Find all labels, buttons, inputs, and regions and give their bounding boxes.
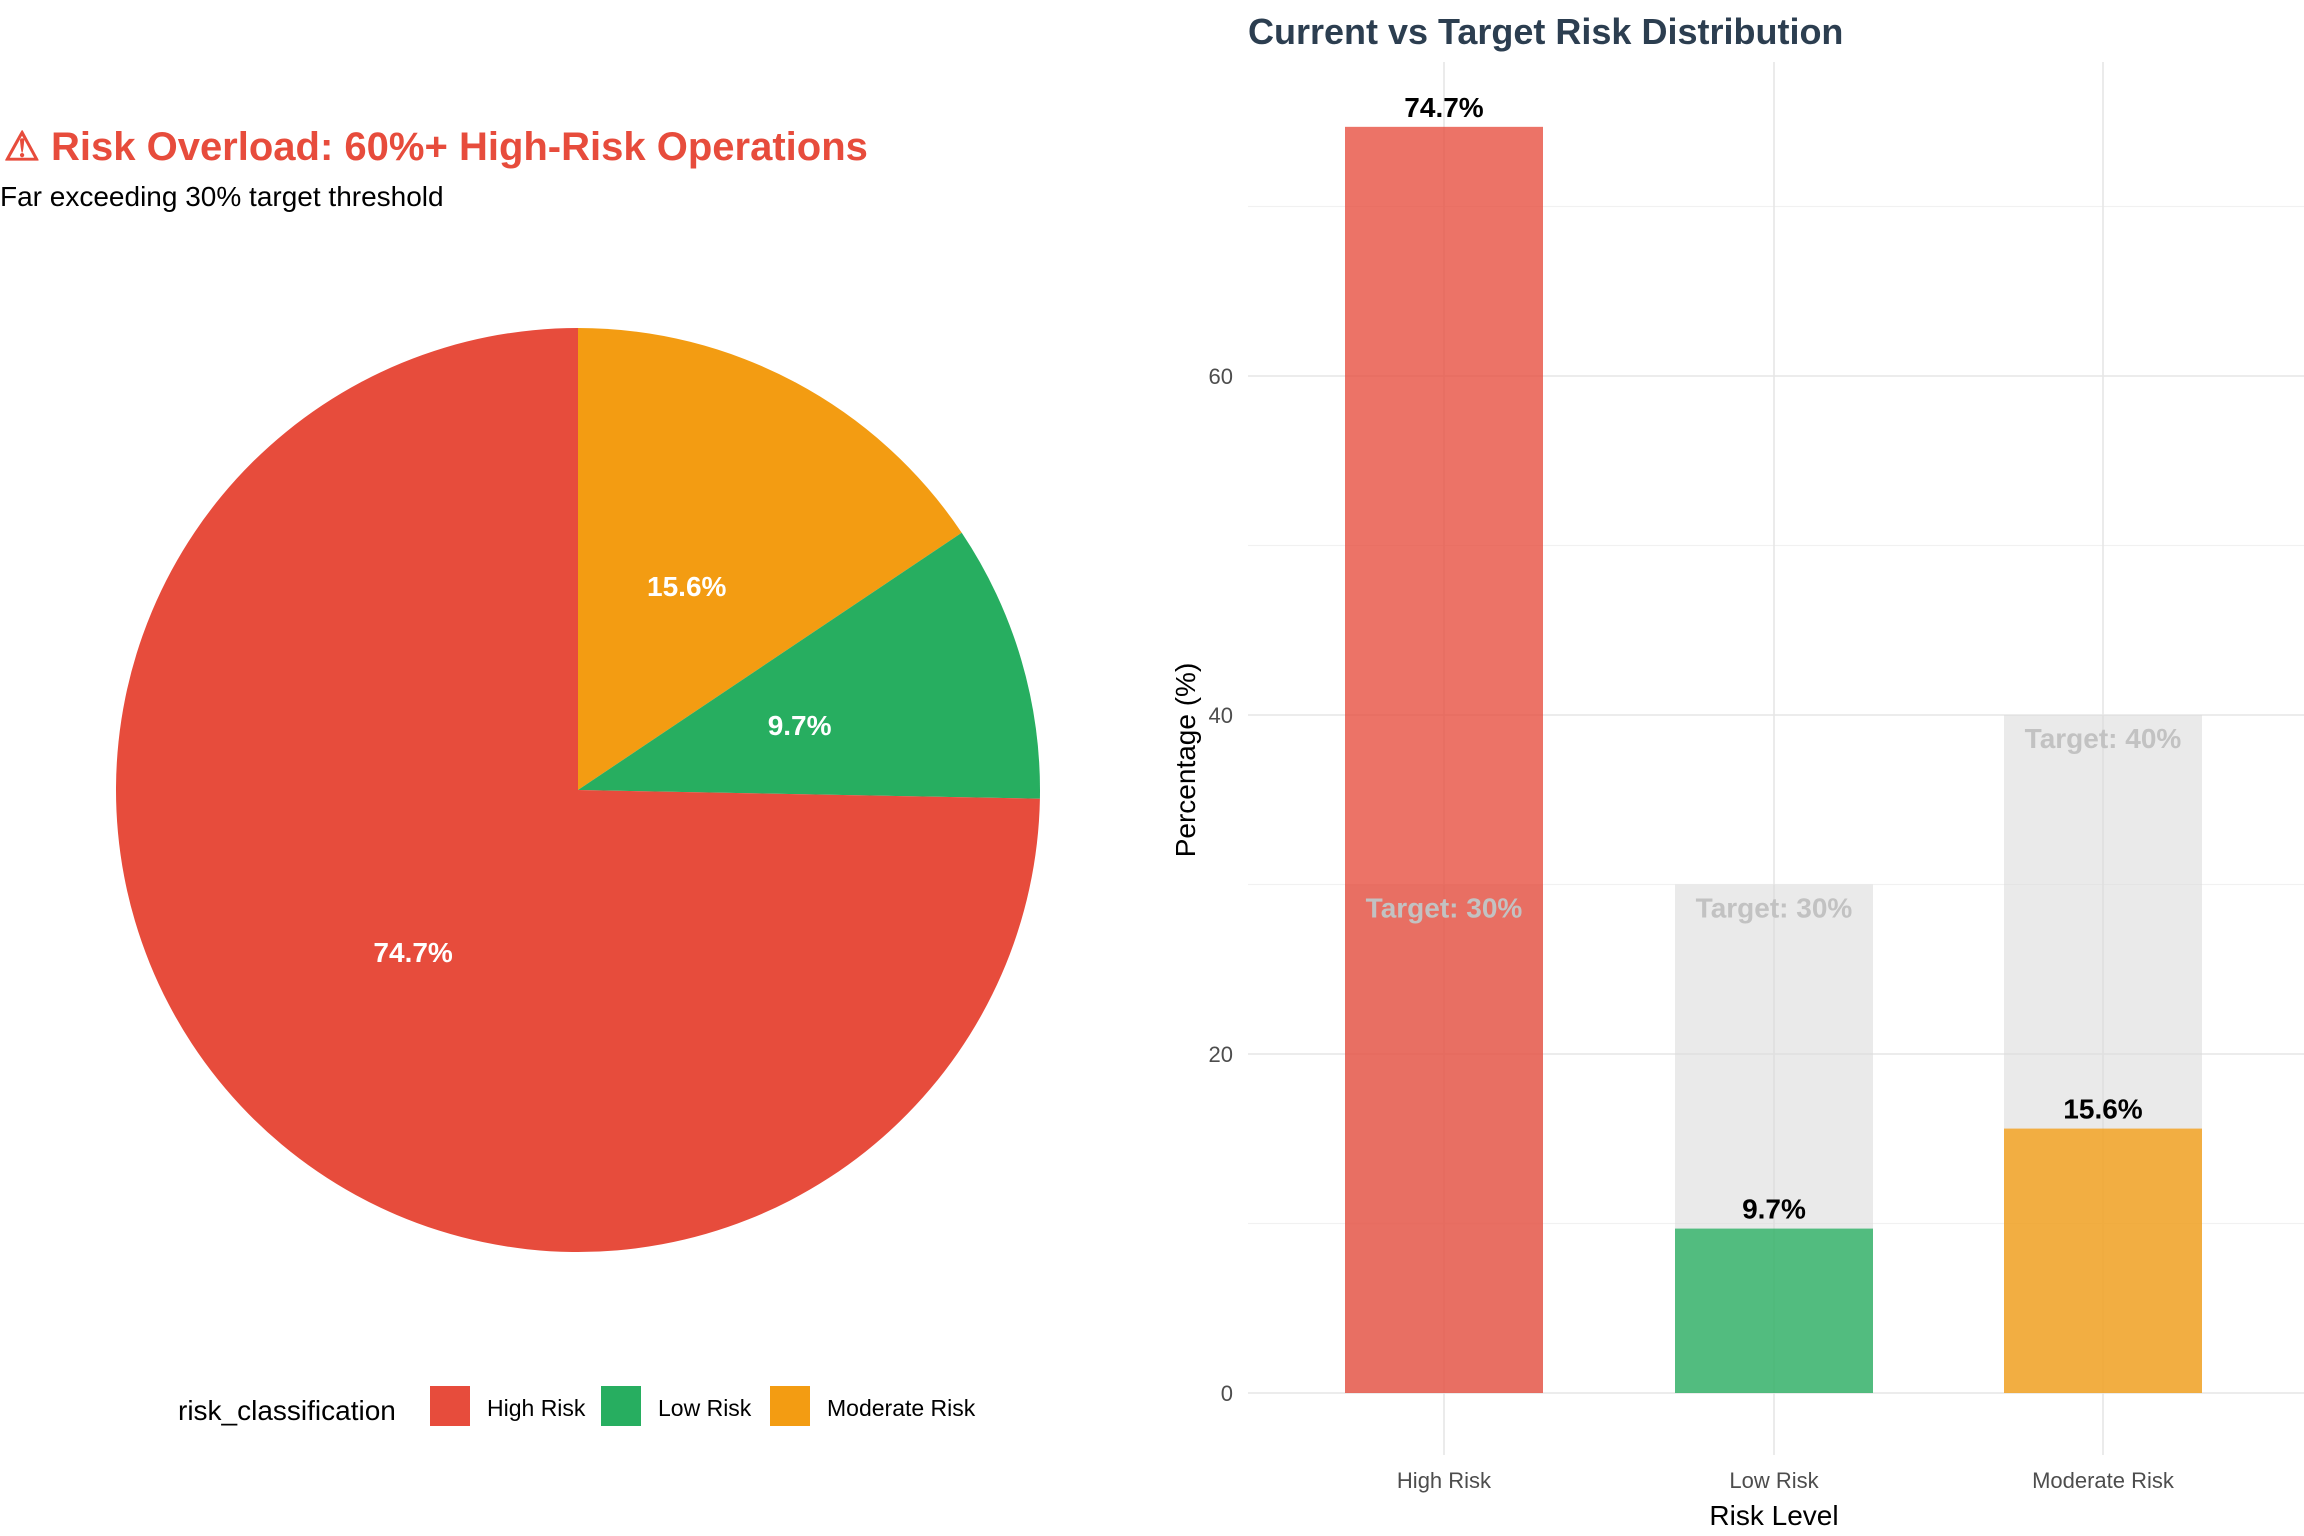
y-tick-label: 0 — [1221, 1381, 1233, 1406]
bar-panel: Current vs Target Risk Distribution 0 20 4… — [1170, 11, 2304, 1531]
legend-title: risk_classification — [178, 1395, 396, 1426]
legend-label-high-risk: High Risk — [487, 1395, 586, 1421]
axis-ticks: 0 20 40 60 High Risk Low Risk Moderate Risk — [1209, 364, 2175, 1493]
x-axis-title: Risk Level — [1709, 1500, 1838, 1531]
pie-title: ⚠ Risk Overload: 60%+ High-Risk Operatio… — [4, 125, 868, 169]
pie-slice-low-risk — [578, 532, 1040, 799]
legend-swatch-high-risk — [430, 1386, 470, 1426]
bar-chart-title: Current vs Target Risk Distribution — [1248, 11, 1843, 52]
y-tick-label: 20 — [1209, 1042, 1233, 1067]
target-label-moderate-risk: Target: 40% — [2025, 723, 2182, 754]
y-tick-label: 60 — [1209, 364, 1233, 389]
x-tick-label-moderate-risk: Moderate Risk — [2032, 1468, 2175, 1493]
pie-label-high-risk: 74.7% — [373, 937, 452, 968]
legend-label-moderate-risk: Moderate Risk — [827, 1395, 976, 1421]
x-tick-label-low-risk: Low Risk — [1729, 1468, 1819, 1493]
y-tick-label: 40 — [1209, 703, 1233, 728]
target-label-high-risk: Target: 30% — [1366, 893, 1523, 924]
target-label-low-risk: Target: 30% — [1696, 893, 1853, 924]
value-label-low-risk: 9.7% — [1742, 1194, 1806, 1225]
pie-slices — [116, 328, 1040, 1252]
bar-labels: 74.7% 9.7% 15.6% Target: 30% Target: 30% Targ… — [1366, 92, 2182, 1225]
pie-label-low-risk: 9.7% — [768, 710, 832, 741]
legend-swatch-moderate-risk — [770, 1386, 810, 1426]
pie-labels: 15.6% 9.7% 74.7% — [373, 571, 831, 968]
value-bars — [1345, 126, 2202, 1394]
pie-slice-moderate-risk — [578, 328, 962, 790]
y-axis-title: Percentage (%) — [1170, 663, 1201, 858]
pie-slice-high-risk — [116, 328, 1040, 1252]
value-bar-low-risk — [1675, 1228, 1873, 1393]
pie-legend: risk_classification High Risk Low Risk Mod… — [178, 1386, 976, 1426]
legend-items: High Risk Low Risk Moderate Risk — [430, 1386, 976, 1426]
value-label-moderate-risk: 15.6% — [2063, 1094, 2142, 1125]
value-bar-high-risk — [1345, 126, 1543, 1394]
legend-label-low-risk: Low Risk — [658, 1395, 752, 1421]
pie-panel: ⚠ Risk Overload: 60%+ High-Risk Operatio… — [0, 125, 1040, 1426]
legend-swatch-low-risk — [601, 1386, 641, 1426]
pie-label-moderate-risk: 15.6% — [647, 571, 726, 602]
value-bar-moderate-risk — [2004, 1128, 2202, 1393]
pie-subtitle: Far exceeding 30% target threshold — [0, 181, 444, 212]
value-label-high-risk: 74.7% — [1404, 92, 1483, 123]
x-tick-label-high-risk: High Risk — [1397, 1468, 1492, 1493]
